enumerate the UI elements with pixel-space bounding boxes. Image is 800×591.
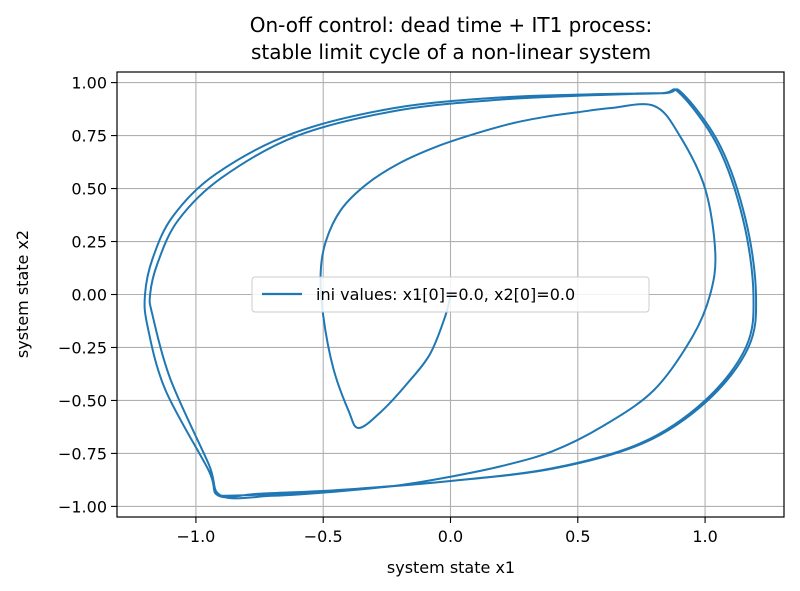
x-tick-label: 1.0 [692, 527, 717, 546]
y-tick-label: −1.00 [58, 497, 107, 516]
x-tick-label: 0.0 [438, 527, 463, 546]
x-tick-label: 0.5 [565, 527, 590, 546]
y-tick-label: −0.25 [58, 338, 107, 357]
y-tick-label: 0.25 [71, 233, 107, 252]
y-tick-label: −0.75 [58, 444, 107, 463]
series-line [143, 88, 758, 500]
y-tick-label: −0.50 [58, 391, 107, 410]
y-tick-label: 1.00 [71, 74, 107, 93]
grid [117, 72, 784, 517]
legend-label: ini values: x1[0]=0.0, x2[0]=0.0 [316, 285, 575, 304]
x-axis-label: system state x1 [387, 558, 515, 577]
legend-box [251, 276, 650, 313]
chart-title-line1: On-off control: dead time + IT1 process: [250, 13, 653, 37]
legend: ini values: x1[0]=0.0, x2[0]=0.0 [251, 276, 650, 313]
x-ticks: −1.0 −0.5 0.0 0.5 1.0 [176, 517, 718, 546]
y-axis-label: system state x2 [13, 230, 32, 358]
x-tick-label: −0.5 [304, 527, 343, 546]
chart-title-line2: stable limit cycle of a non-linear syste… [251, 40, 651, 64]
y-tick-label: 0.00 [71, 286, 107, 305]
x-tick-label: −1.0 [176, 527, 215, 546]
y-tick-label: 0.50 [71, 180, 107, 199]
plot-area [143, 88, 758, 500]
y-tick-label: 0.75 [71, 127, 107, 146]
y-ticks: 1.00 0.75 0.50 0.25 0.00 −0.25 −0.50 −0.75 −1.00 [58, 74, 117, 516]
